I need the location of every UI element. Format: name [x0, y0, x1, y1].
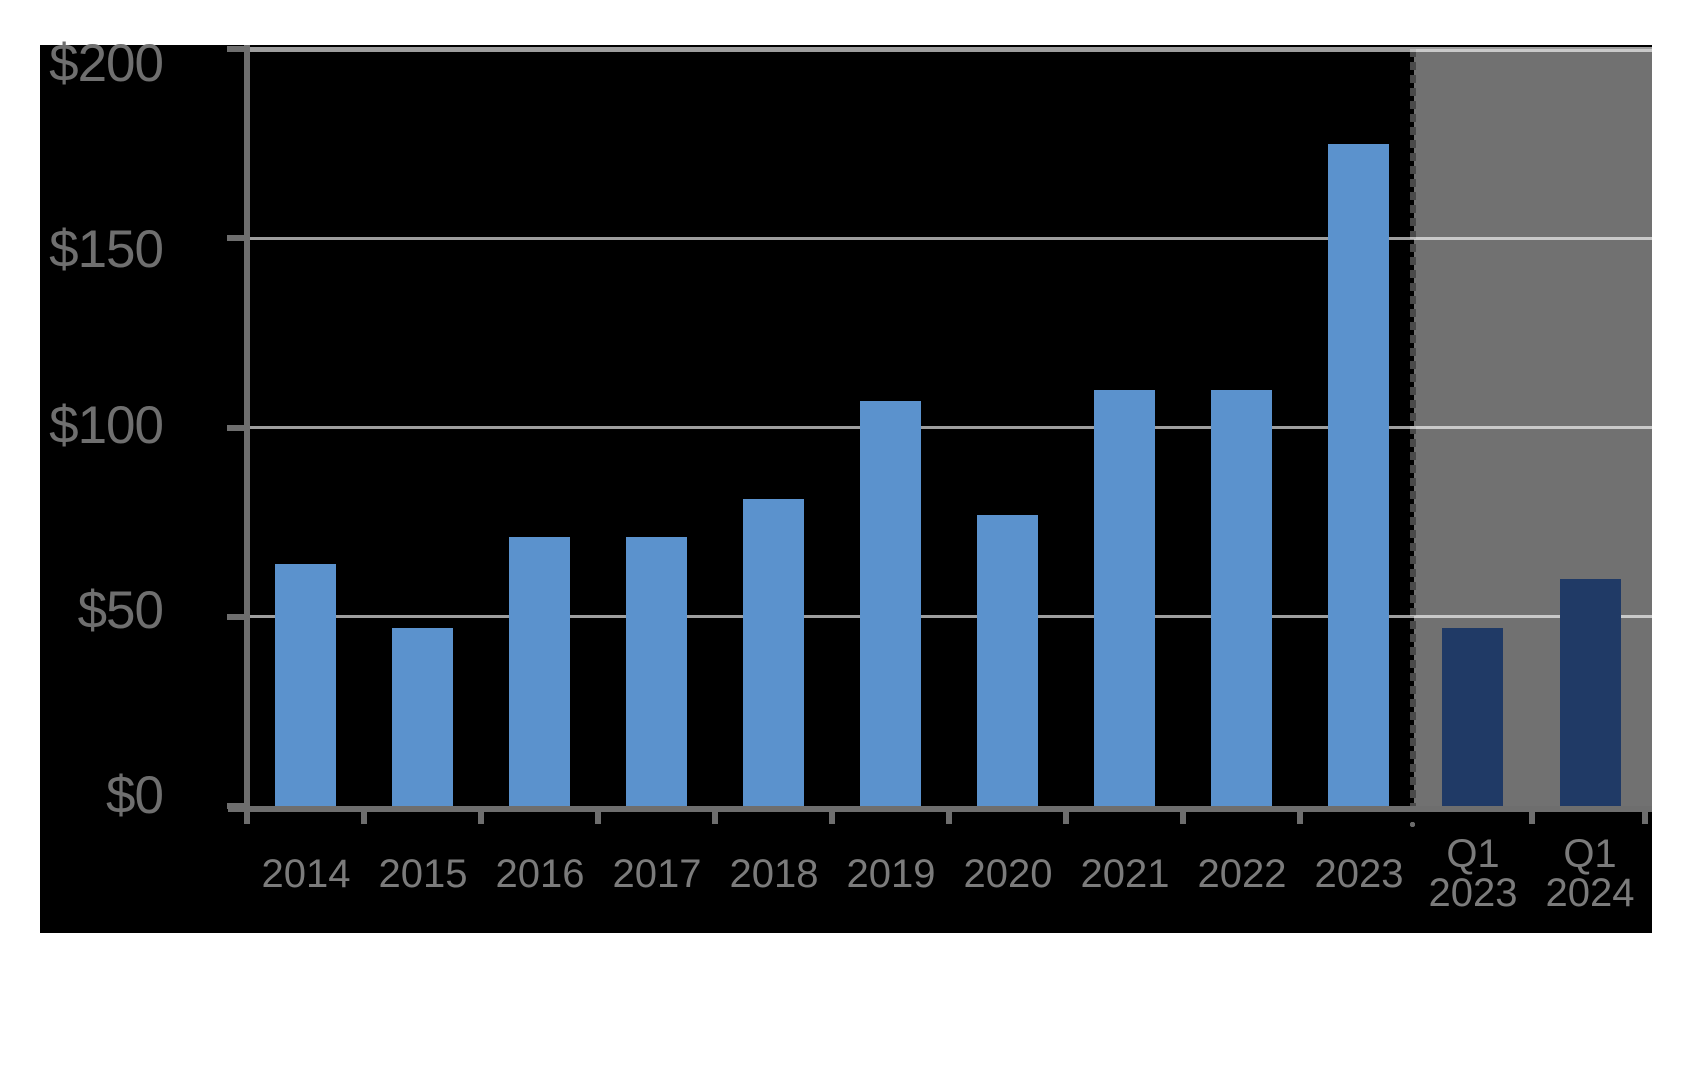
chart-canvas: $0 $50 $100 $150 $200 2014 2015 2016 2017 2018 20… [40, 36, 1652, 933]
x-axis-label-2014: 2014 [231, 853, 381, 895]
y-axis-label: $0 [106, 766, 164, 825]
x-axis-label-line: 2020 [963, 852, 1053, 896]
x-axis-tick [361, 812, 367, 824]
x-axis-label-2022: 2022 [1167, 853, 1317, 895]
x-axis-label-line: 2014 [261, 852, 351, 896]
x-axis-label-2020: 2020 [933, 853, 1083, 895]
x-axis-label-2023: 2023 [1284, 853, 1434, 895]
gridline-200 [250, 47, 1652, 52]
x-axis-label-2017: 2017 [582, 853, 732, 895]
x-axis-label-line: 2024 [1545, 871, 1635, 915]
x-axis-label-line: Q1 [1563, 832, 1617, 876]
bar-2023 [1328, 144, 1389, 806]
y-axis-label: $150 [49, 220, 164, 279]
forecast-divider-dots [1410, 822, 1416, 942]
bar-2014 [275, 564, 336, 806]
x-axis-label-2015: 2015 [348, 853, 498, 895]
x-axis-label-2016: 2016 [465, 853, 615, 895]
y-axis-tick-150 [227, 235, 244, 241]
x-axis-tick [1642, 812, 1648, 824]
y-axis-label: $50 [77, 581, 164, 640]
x-axis-label-2021: 2021 [1050, 853, 1200, 895]
y-axis-tick-50 [227, 614, 244, 620]
x-axis-label-2018: 2018 [699, 853, 849, 895]
x-axis-label-line: 2023 [1428, 871, 1518, 915]
x-axis-label-line: 2015 [378, 852, 468, 896]
x-axis-label-line: 2016 [495, 852, 585, 896]
bar-2015 [392, 628, 453, 806]
x-axis-tick [946, 812, 952, 824]
y-axis-label: $200 [49, 34, 164, 93]
bar-2016 [509, 537, 570, 806]
bar-q1-2023 [1442, 628, 1503, 806]
x-axis-label-line: Q1 [1446, 832, 1500, 876]
x-axis-line [228, 806, 1652, 812]
x-axis-tick [478, 812, 484, 824]
y-axis-label: $100 [49, 396, 164, 455]
y-axis-line [244, 45, 250, 812]
x-axis-label-line: 2018 [729, 852, 819, 896]
x-axis-tick [1063, 812, 1069, 824]
x-axis-tick [1180, 812, 1186, 824]
x-axis-label-q1-2024: Q1 2024 [1515, 832, 1665, 915]
x-axis-tick [1297, 812, 1303, 824]
bar-2018 [743, 499, 804, 806]
bar-q1-2024 [1560, 579, 1621, 806]
x-axis-tick [829, 812, 835, 824]
x-axis-label-2019: 2019 [816, 853, 966, 895]
gridline-50 [250, 615, 1652, 618]
x-axis-label-line: 2017 [612, 852, 702, 896]
x-axis-label-line: 2022 [1197, 852, 1287, 896]
bar-2020 [977, 515, 1038, 806]
x-axis-label-line: 2019 [846, 852, 936, 896]
bar-2017 [626, 537, 687, 806]
x-axis-tick [595, 812, 601, 824]
y-axis-tick-200 [227, 46, 244, 52]
divider-dot [1410, 822, 1415, 827]
x-axis-label-q1-2023: Q1 2023 [1398, 832, 1548, 915]
gridline-150 [250, 237, 1652, 240]
x-axis-tick [244, 812, 250, 824]
x-axis-label-line: 2023 [1314, 852, 1404, 896]
x-axis-label-line: 2021 [1080, 852, 1170, 896]
bar-2019 [860, 401, 921, 806]
y-axis-tick-100 [227, 425, 244, 431]
bar-2021 [1094, 390, 1155, 806]
x-axis-tick [1529, 812, 1535, 824]
x-axis-tick [712, 812, 718, 824]
gridline-100 [250, 426, 1652, 429]
bar-2022 [1211, 390, 1272, 806]
